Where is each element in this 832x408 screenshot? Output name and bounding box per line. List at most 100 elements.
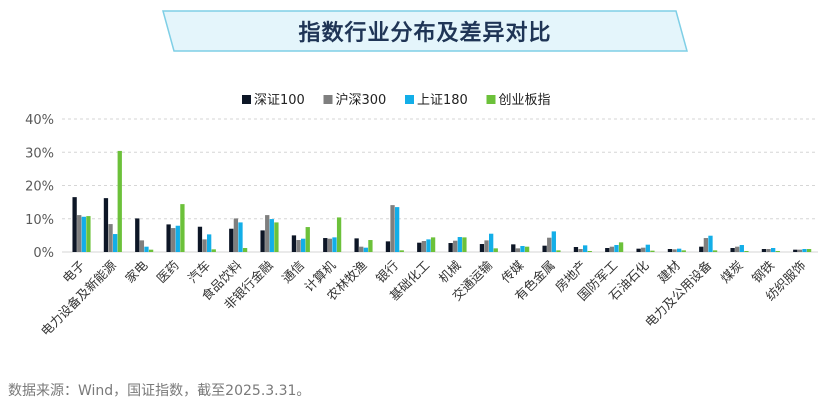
bar	[180, 204, 185, 252]
bar	[699, 246, 704, 252]
bar	[614, 245, 619, 252]
legend-swatch	[323, 95, 333, 104]
bar	[117, 150, 122, 252]
bar	[739, 245, 744, 252]
bar	[806, 249, 812, 252]
bar	[489, 233, 494, 252]
bar	[296, 240, 301, 252]
bar	[524, 246, 530, 252]
bar	[573, 247, 579, 252]
bar	[301, 238, 306, 252]
bar	[421, 241, 427, 252]
x-tick-label: 煤炭	[717, 258, 745, 286]
bar	[238, 222, 243, 252]
chart-title: 指数行业分布及差异对比	[298, 21, 552, 46]
bar	[233, 218, 239, 252]
title-banner-shape	[162, 10, 688, 52]
bar	[426, 239, 431, 252]
bar	[761, 249, 767, 252]
bar	[730, 248, 735, 252]
bar	[542, 245, 547, 252]
bar	[771, 248, 776, 252]
bar	[650, 250, 655, 252]
chart-title-banner: 指数行业分布及差异对比	[160, 8, 690, 54]
bar	[305, 227, 310, 252]
bar	[359, 246, 364, 252]
bar	[479, 244, 485, 252]
y-tick-label: 20%	[25, 180, 54, 195]
bar	[587, 251, 592, 252]
bar	[171, 228, 176, 252]
bar	[332, 237, 337, 252]
legend-label: 创业板指	[499, 93, 551, 108]
bar	[520, 246, 525, 252]
x-tick-label: 家电	[122, 257, 151, 286]
bar	[551, 231, 556, 252]
bar	[197, 226, 203, 252]
bar	[77, 215, 82, 252]
bar	[207, 234, 212, 252]
bar	[636, 248, 641, 252]
bar	[672, 249, 677, 252]
bar	[139, 240, 145, 252]
legend-label: 上证180	[417, 93, 468, 108]
bar	[556, 250, 561, 252]
bar	[81, 216, 86, 252]
bar	[605, 248, 610, 252]
bar	[766, 249, 771, 252]
bar	[260, 230, 265, 252]
bar	[395, 207, 400, 252]
bar	[547, 237, 552, 252]
bar	[802, 249, 807, 252]
bar	[211, 249, 216, 252]
bar	[229, 228, 234, 252]
bar	[269, 219, 274, 252]
bar	[681, 250, 686, 252]
bar	[515, 248, 521, 252]
bar	[368, 240, 373, 252]
bar	[453, 240, 458, 252]
source-note: 数据来源：Wind，国证指数，截至2025.3.31。	[8, 383, 311, 399]
bar	[484, 240, 489, 252]
bar	[457, 237, 462, 252]
x-tick-label: 医药	[153, 258, 181, 286]
bar	[578, 249, 583, 252]
bar	[793, 249, 798, 252]
bar	[399, 250, 404, 252]
bar	[363, 247, 368, 252]
bar	[385, 241, 391, 252]
bar	[462, 237, 467, 252]
y-tick-label: 30%	[25, 146, 54, 161]
bar	[265, 215, 270, 252]
bar	[72, 197, 77, 252]
legend-label: 深证100	[254, 93, 305, 108]
bar	[493, 248, 498, 252]
bar	[86, 216, 91, 252]
bar	[677, 248, 682, 252]
bar	[448, 243, 453, 252]
legend-swatch	[405, 95, 414, 104]
bar	[641, 247, 646, 252]
bar	[390, 205, 395, 252]
bar-chart: 0%10%20%30%40%深证100 沪深300 上证180 创业板指电子电力设备及…	[25, 92, 818, 339]
bar	[775, 251, 780, 252]
bar	[108, 224, 113, 252]
bar	[511, 244, 516, 252]
bar	[148, 249, 154, 252]
bar	[113, 234, 118, 252]
bar	[274, 222, 279, 252]
bar	[609, 246, 615, 252]
bar	[667, 249, 673, 252]
bar	[708, 235, 713, 252]
bar	[744, 251, 749, 252]
bar	[735, 246, 740, 252]
bar	[202, 239, 207, 252]
bar	[291, 235, 297, 252]
bar	[135, 218, 140, 252]
legend-swatch	[486, 95, 496, 104]
bar	[354, 238, 359, 252]
bar	[166, 224, 171, 252]
bar	[417, 242, 422, 252]
y-tick-label: 10%	[25, 213, 54, 228]
bar	[797, 249, 803, 252]
